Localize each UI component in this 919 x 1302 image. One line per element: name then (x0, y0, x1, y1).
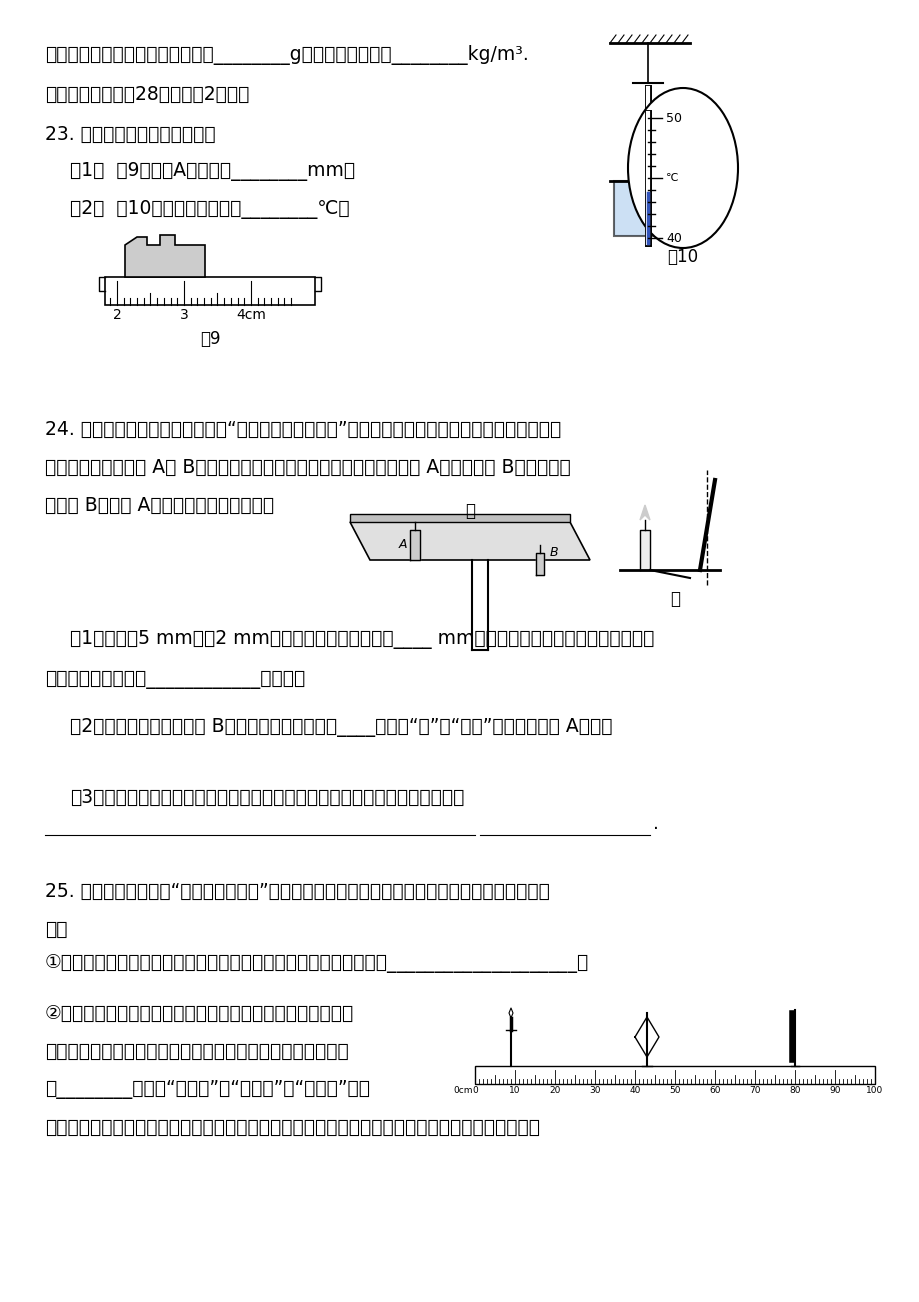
Text: 25. 如图所示，在探究“凸透镜成像规律”的实验中，依次将点燃的蜡烛、凸透镜、光屏放在光具座: 25. 如图所示，在探究“凸透镜成像规律”的实验中，依次将点燃的蜡烛、凸透镜、光… (45, 881, 550, 901)
Polygon shape (640, 505, 650, 519)
Text: 60: 60 (709, 1086, 720, 1095)
Text: 三、实验探究题（28分，每穲2分）：: 三、实验探究题（28分，每穲2分）： (45, 85, 249, 104)
Text: 4cm: 4cm (236, 309, 266, 322)
Text: 用了这个成像规律。接下来保持凸透镜的位置不变，将蜡烛与光屏的位置对调后，在光屏上还会出现: 用了这个成像规律。接下来保持凸透镜的位置不变，将蜡烛与光屏的位置对调后，在光屏上… (45, 1118, 539, 1137)
Text: ②蜡烛与凸透镜的距离在一倍焦距和二倍焦距之间时，在凸透: ②蜡烛与凸透镜的距离在一倍焦距和二倍焦距之间时，在凸透 (45, 1004, 354, 1023)
Text: 24. 如图甲所示，小丽同学在进行“探究平面镜成像特点”的实验时，将玻璃板竖直放在水平桌面上，: 24. 如图甲所示，小丽同学在进行“探究平面镜成像特点”的实验时，将玻璃板竖直放… (45, 421, 561, 439)
Text: 40: 40 (629, 1086, 640, 1095)
Polygon shape (640, 530, 650, 570)
Polygon shape (536, 553, 543, 575)
Bar (105, 277, 314, 305)
Text: 80: 80 (789, 1086, 800, 1095)
Text: 90: 90 (828, 1086, 840, 1095)
Text: 镜的另一侧移动光屏，会在光屏上得到一个清晰的像，生活中: 镜的另一侧移动光屏，会在光屏上得到一个清晰的像，生活中 (45, 1042, 348, 1061)
Text: 甲: 甲 (464, 503, 474, 519)
Text: 乙: 乙 (669, 590, 679, 608)
Text: 烛是为了比较像与物____________的关系；: 烛是为了比较像与物____________的关系； (45, 671, 305, 689)
Text: 20: 20 (549, 1086, 560, 1095)
Bar (613, 181, 671, 236)
Polygon shape (125, 234, 205, 277)
Text: （1）  图9中物体A的长度为________mm；: （1） 图9中物体A的长度为________mm； (70, 161, 355, 181)
Text: 图10: 图10 (666, 247, 698, 266)
Polygon shape (349, 522, 589, 560)
Text: 23. 观察并记录下列测量数据：: 23. 观察并记录下列测量数据： (45, 125, 215, 145)
Text: 40: 40 (665, 232, 681, 245)
Text: （3）如果玻璃板没有竖直放置（如图乙所示），在实验过程中会出现的情况是: （3）如果玻璃板没有竖直放置（如图乙所示），在实验过程中会出现的情况是 (70, 788, 464, 807)
Text: 去蜡烛 B与蜡烛 A的像完全重合。在此实验: 去蜡烛 B与蜡烛 A的像完全重合。在此实验 (45, 496, 274, 516)
Text: A: A (398, 539, 407, 552)
Text: 2: 2 (112, 309, 121, 322)
Text: （2）  图10中温度计的示数为________℃；: （2） 图10中温度计的示数为________℃； (70, 201, 349, 219)
Text: 上。: 上。 (45, 921, 67, 939)
Text: （1）如果有5 mm厚和2 mm厚的两块玻璃板，应选择____ mm厚的玻璃板做实验，用两段相同的蜡: （1）如果有5 mm厚和2 mm厚的两块玻璃板，应选择____ mm厚的玻璃板做… (70, 630, 653, 648)
Text: ①实验前，调节烛焎、凸透镜、光屏的中心大致在同一高度，目的是____________________。: ①实验前，调节烛焎、凸透镜、光屏的中心大致在同一高度，目的是__________… (45, 954, 588, 973)
Text: 0: 0 (471, 1086, 477, 1095)
Text: 70: 70 (748, 1086, 760, 1095)
Text: 100: 100 (866, 1086, 882, 1095)
Text: 所示，从图中可知：量筒的质量是________g；该液体的密度是________kg/m³.: 所示，从图中可知：量筒的质量是________g；该液体的密度是________… (45, 46, 528, 65)
Polygon shape (410, 530, 420, 560)
Text: 3: 3 (179, 309, 188, 322)
Bar (474, 1066, 874, 1085)
Text: ℃: ℃ (665, 173, 678, 184)
Text: B: B (550, 547, 558, 560)
Ellipse shape (628, 89, 737, 247)
Polygon shape (349, 514, 570, 522)
Text: 50: 50 (665, 112, 681, 125)
Text: 50: 50 (668, 1086, 680, 1095)
Text: .: . (652, 814, 658, 833)
Text: 图9: 图9 (199, 329, 220, 348)
Text: 0cm: 0cm (453, 1086, 472, 1095)
Text: （2）小丽将光屏放在蜡烛 B的位置上，发现光屏上____（选填“能”或“不能”）承接到蜡烛 A的像。: （2）小丽将光屏放在蜡烛 B的位置上，发现光屏上____（选填“能”或“不能”）… (70, 717, 612, 737)
Text: 30: 30 (588, 1086, 600, 1095)
Text: 的________（选填“照相机”、“投影仪”或“放大镜”）应: 的________（选填“照相机”、“投影仪”或“放大镜”）应 (45, 1079, 369, 1099)
Text: 10: 10 (509, 1086, 520, 1095)
Text: 再取两段相同的蜡烛 A和 B竖直地放于玻璃板前后，点燃玻璃板前的蜡烛 A，移动蜡烛 B，直到看上: 再取两段相同的蜡烛 A和 B竖直地放于玻璃板前后，点燃玻璃板前的蜡烛 A，移动蜡… (45, 458, 570, 477)
